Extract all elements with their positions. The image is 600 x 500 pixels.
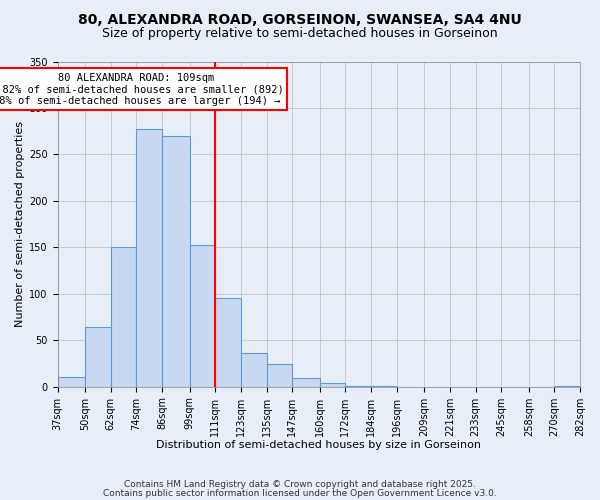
Bar [190,244,215,386]
Bar [266,364,292,386]
Text: 80, ALEXANDRA ROAD, GORSEINON, SWANSEA, SA4 4NU: 80, ALEXANDRA ROAD, GORSEINON, SWANSEA, … [78,12,522,26]
Bar [58,376,85,386]
Text: Contains public sector information licensed under the Open Government Licence v3: Contains public sector information licen… [103,488,497,498]
Bar [136,130,162,386]
Y-axis label: Number of semi-detached properties: Number of semi-detached properties [15,121,25,327]
X-axis label: Distribution of semi-detached houses by size in Gorseinon: Distribution of semi-detached houses by … [156,440,481,450]
Text: Size of property relative to semi-detached houses in Gorseinon: Size of property relative to semi-detach… [102,28,498,40]
Bar [215,298,241,386]
Bar [111,248,136,386]
Text: 80 ALEXANDRA ROAD: 109sqm
← 82% of semi-detached houses are smaller (892)
18% of: 80 ALEXANDRA ROAD: 109sqm ← 82% of semi-… [0,72,283,106]
Bar [241,354,266,386]
Text: Contains HM Land Registry data © Crown copyright and database right 2025.: Contains HM Land Registry data © Crown c… [124,480,476,489]
Bar [292,378,320,386]
Bar [162,136,190,386]
Bar [320,383,346,386]
Bar [85,328,111,386]
